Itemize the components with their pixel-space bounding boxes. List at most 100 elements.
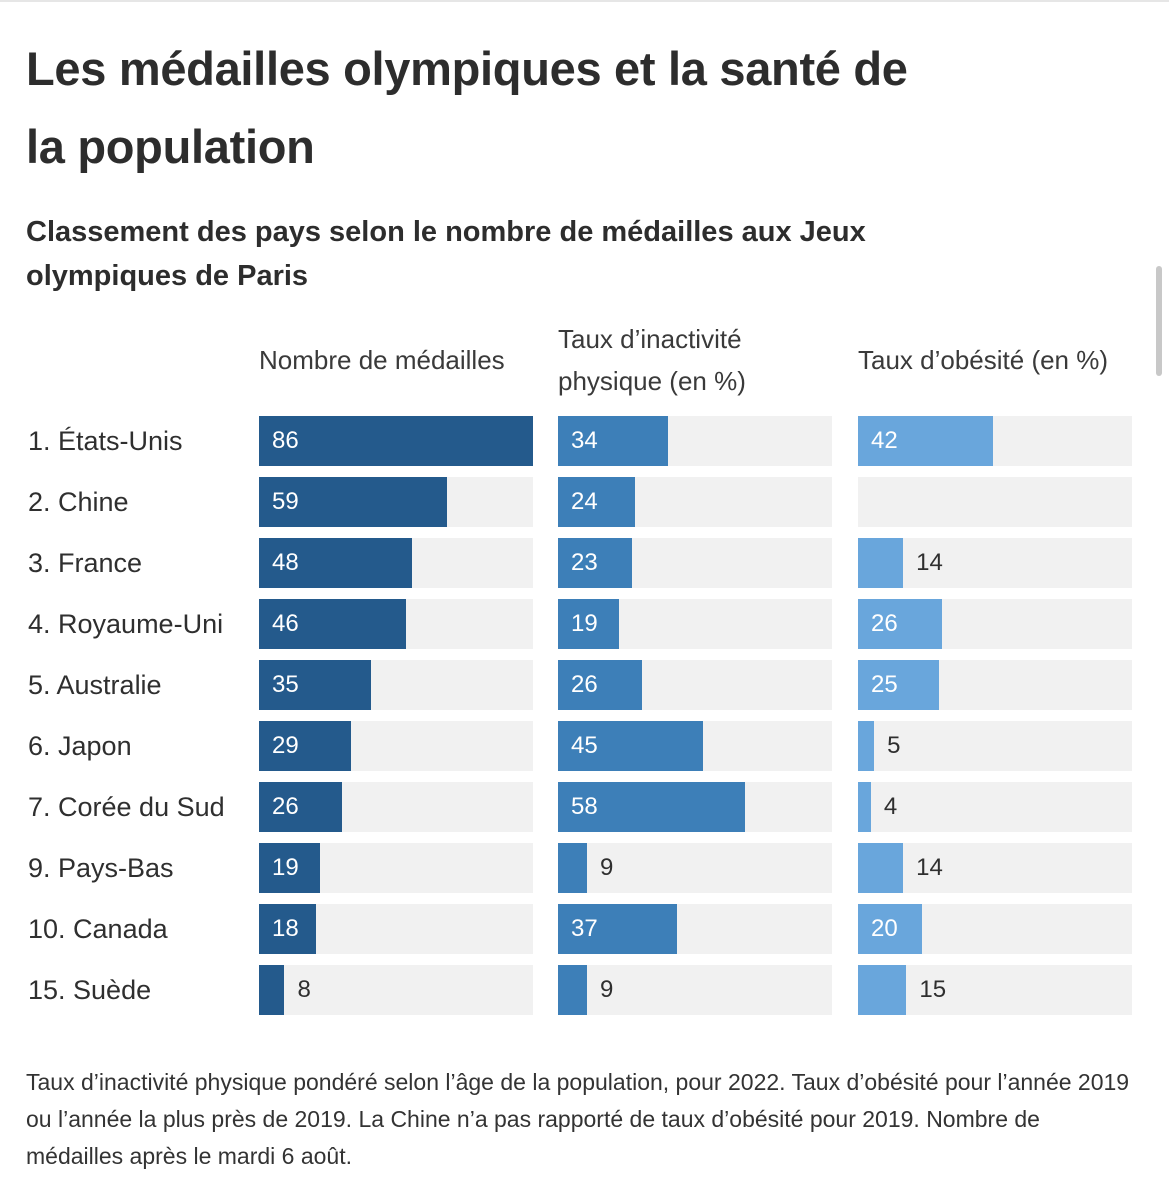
- bar-inactivity: [558, 904, 678, 954]
- scrollbar[interactable]: [1156, 266, 1162, 376]
- bar-track: 34: [558, 416, 832, 466]
- row-label: 4. Royaume-Uni: [28, 609, 224, 639]
- data-label: 42: [871, 427, 898, 454]
- data-label: 46: [272, 610, 299, 637]
- row-label: 5. Australie: [28, 670, 162, 700]
- data-label: 86: [272, 427, 299, 454]
- bar-medals: [259, 416, 533, 466]
- bar-medals: [259, 477, 447, 527]
- bar-obesity: [858, 721, 875, 771]
- data-label: 5: [887, 732, 901, 759]
- bar-track: 9: [558, 965, 832, 1015]
- bar-track: 8: [259, 965, 533, 1015]
- data-label: 25: [871, 671, 898, 698]
- bar-obesity: [858, 599, 942, 649]
- footnote: Taux d’inactivité physique pondéré selon…: [26, 1069, 1130, 1169]
- chart-subtitle: Classement des pays selon le nombre de m…: [26, 216, 866, 292]
- data-label: 23: [571, 549, 598, 576]
- bar-track: 25: [858, 660, 1132, 710]
- data-label: 15: [919, 976, 947, 1003]
- bar-track: 14: [858, 843, 1132, 893]
- bar-inactivity: [558, 843, 587, 893]
- bar-track: 23: [558, 538, 832, 588]
- bar-track: 58: [558, 782, 832, 832]
- bar-inactivity: [558, 477, 636, 527]
- column-header-obesity: Taux d’obésité (en %): [858, 345, 1109, 375]
- data-label: 58: [571, 793, 598, 820]
- bar-obesity: [858, 782, 871, 832]
- row-label: 7. Corée du Sud: [28, 792, 225, 822]
- data-label: 18: [272, 915, 299, 942]
- data-label: 14: [916, 549, 943, 576]
- data-label: 4: [883, 793, 898, 820]
- bar-inactivity: [558, 721, 704, 771]
- bar-obesity: [858, 843, 904, 893]
- bar-obesity: [858, 416, 994, 466]
- row-label: 3. France: [28, 548, 143, 578]
- bar-inactivity: [558, 660, 642, 710]
- bar-medals: [259, 965, 285, 1015]
- data-label: 9: [600, 976, 614, 1003]
- bar-medals: [259, 538, 412, 588]
- bar-track: 42: [858, 416, 1132, 466]
- data-label: 48: [272, 549, 299, 576]
- data-label: 24: [571, 488, 598, 515]
- data-label: 37: [571, 915, 598, 942]
- row-label: 9. Pays-Bas: [28, 853, 174, 883]
- bar-track: 19: [259, 843, 533, 893]
- bar-track: 4: [858, 782, 1132, 832]
- data-label: 19: [272, 854, 299, 881]
- bar-track: 5: [858, 721, 1132, 771]
- bar-medals: [259, 782, 342, 832]
- data-label: 19: [571, 610, 598, 637]
- bar-inactivity: [558, 599, 620, 649]
- bar-track: 26: [259, 782, 533, 832]
- chart-title: Les médailles olympiques et la santé de …: [26, 42, 908, 173]
- data-label: 34: [571, 427, 598, 454]
- data-label: 20: [871, 915, 898, 942]
- bar-track: 26: [558, 660, 832, 710]
- row-label: 1. États-Unis: [28, 426, 183, 456]
- data-label: 14: [916, 854, 943, 881]
- data-label: 59: [272, 488, 299, 515]
- column-header-inactivity: Taux d’inactivité physique (en %): [558, 324, 746, 396]
- bar-medals: [259, 599, 406, 649]
- bar-track: 26: [858, 599, 1132, 649]
- bar-track: 86: [259, 416, 533, 466]
- bar-obesity: [858, 538, 904, 588]
- row-label: 6. Japon: [28, 731, 132, 761]
- row-label: 2. Chine: [28, 487, 129, 517]
- data-label: 45: [571, 732, 598, 759]
- bar-track: 37: [558, 904, 832, 954]
- bar-inactivity: [558, 965, 587, 1015]
- bar-inactivity: [558, 538, 633, 588]
- bar-track: 35: [259, 660, 533, 710]
- bar-inactivity: [558, 416, 668, 466]
- row-label: 10. Canada: [28, 914, 168, 944]
- bar-track: 59: [259, 477, 533, 527]
- data-label: 29: [272, 732, 299, 759]
- bar-inactivity: [558, 782, 745, 832]
- data-label: 26: [571, 671, 598, 698]
- bar-medals: [259, 843, 320, 893]
- bar-track: 48: [259, 538, 533, 588]
- bar-track: 29: [259, 721, 533, 771]
- data-label: 35: [272, 671, 299, 698]
- top-rule: [0, 0, 1169, 2]
- data-label: 8: [297, 976, 311, 1003]
- bar-track: 45: [558, 721, 832, 771]
- bar-track: 20: [858, 904, 1132, 954]
- bar-track: 46: [259, 599, 533, 649]
- data-label: 26: [871, 610, 898, 637]
- bar-track: 15: [858, 965, 1132, 1015]
- bar-track: 14: [858, 538, 1132, 588]
- bar-medals: [259, 721, 352, 771]
- bar-track: 19: [558, 599, 832, 649]
- bar-track: 24: [558, 477, 832, 527]
- bar-medals: [259, 660, 371, 710]
- column-header-medals: Nombre de médailles: [259, 345, 505, 375]
- data-label: 26: [272, 793, 299, 820]
- data-label: 9: [600, 854, 614, 881]
- bar-obesity: [858, 965, 907, 1015]
- bar-track: 18: [259, 904, 533, 954]
